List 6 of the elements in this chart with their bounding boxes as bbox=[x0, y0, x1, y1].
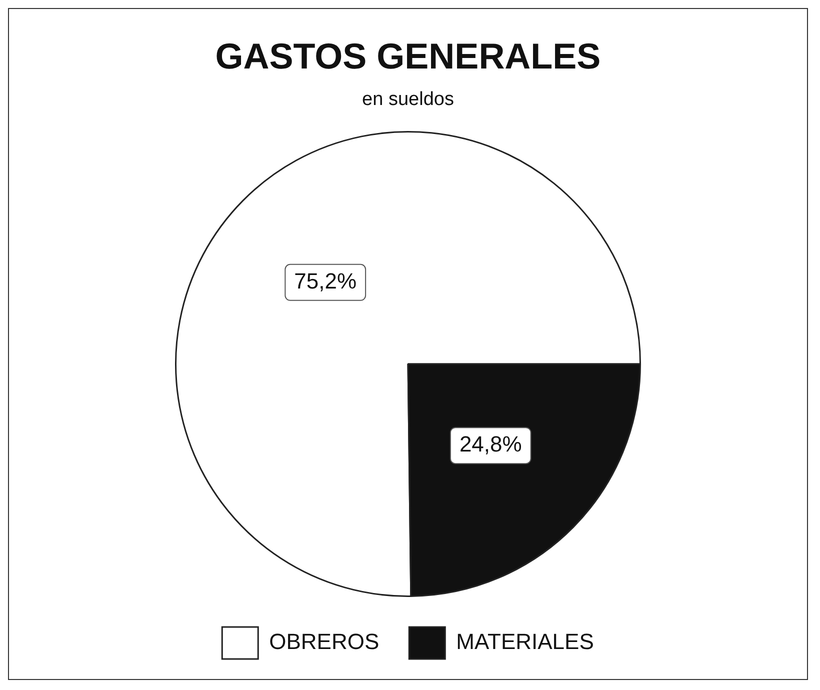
data-label: 75,2% bbox=[294, 268, 357, 294]
chart-subtitle: en sueldos bbox=[362, 88, 454, 110]
chart-title: GASTOS GENERALES bbox=[215, 36, 601, 77]
legend-label: OBREROS bbox=[269, 629, 380, 654]
legend-label: MATERIALES bbox=[456, 629, 594, 654]
data-label: 24,8% bbox=[459, 432, 522, 457]
